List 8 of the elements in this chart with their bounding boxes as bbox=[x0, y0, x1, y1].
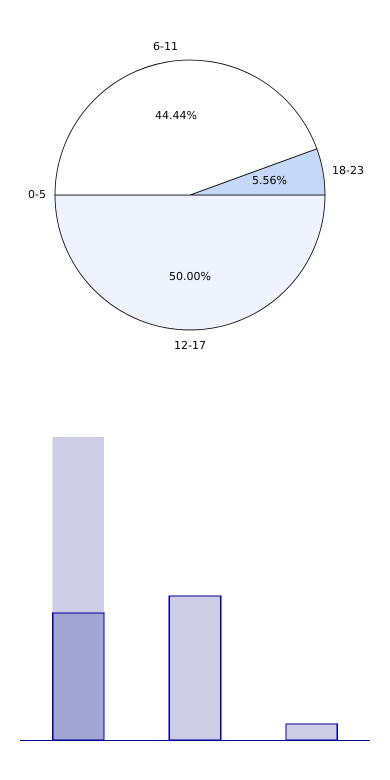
slice-label: 12-17 bbox=[174, 339, 206, 352]
slice-label: 18-23 bbox=[332, 164, 364, 177]
category-label: 0-5 bbox=[28, 188, 46, 201]
data-label: 50.00% bbox=[169, 270, 211, 283]
bar bbox=[52, 437, 104, 613]
data-label: 44.44% bbox=[155, 109, 197, 122]
slice-label: 6-11 bbox=[153, 40, 178, 53]
data-label: 5.56% bbox=[252, 174, 287, 187]
